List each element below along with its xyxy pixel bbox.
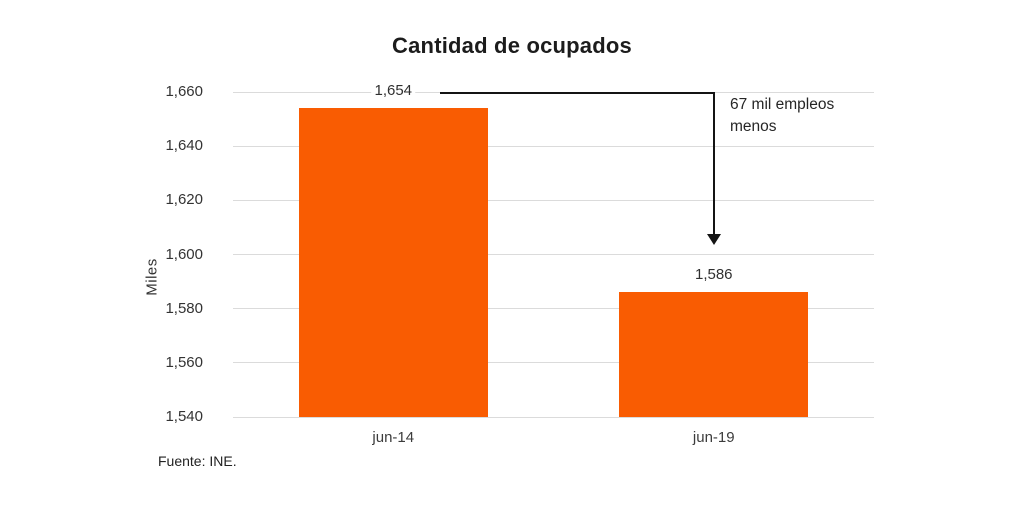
annotation-text: 67 mil empleos menos	[730, 96, 835, 136]
chart-title: Cantidad de ocupados	[392, 33, 632, 58]
bar-jun-19	[619, 292, 809, 417]
gridline	[233, 362, 874, 364]
annotation-arrow-vertical-line	[713, 92, 715, 235]
x-axis-tick-label: jun-14	[372, 429, 415, 446]
y-axis-tick-label: 1,660	[165, 83, 203, 100]
bar-value-label: 1,654	[371, 82, 416, 100]
gridline	[233, 254, 874, 255]
annotation-arrow-horizontal-line	[440, 92, 715, 94]
plot-area: 67 mil empleos menos 1,540 1,560 1,580 1,60…	[165, 82, 874, 446]
y-axis-tick-label: 1,600	[165, 245, 203, 263]
gridline	[233, 145, 874, 147]
bar-jun-14	[298, 108, 488, 417]
gridline	[233, 308, 874, 310]
y-axis-tick-label: 1,560	[165, 353, 203, 371]
y-axis-tick-label: 1,640	[165, 137, 203, 155]
bar-value-label: 1,586	[691, 266, 736, 284]
annotation-arrowhead-icon	[707, 234, 721, 245]
y-axis-tick-label: 1,620	[165, 191, 203, 209]
y-axis-tick-label: 1,540	[165, 408, 203, 425]
gridline	[233, 199, 874, 201]
y-axis-title: Miles	[143, 258, 161, 296]
gridline	[233, 416, 874, 418]
source-note: Fuente: INE.	[158, 453, 237, 469]
x-axis-tick-label: jun-19	[692, 429, 735, 446]
y-axis-tick-label: 1,580	[165, 299, 203, 317]
